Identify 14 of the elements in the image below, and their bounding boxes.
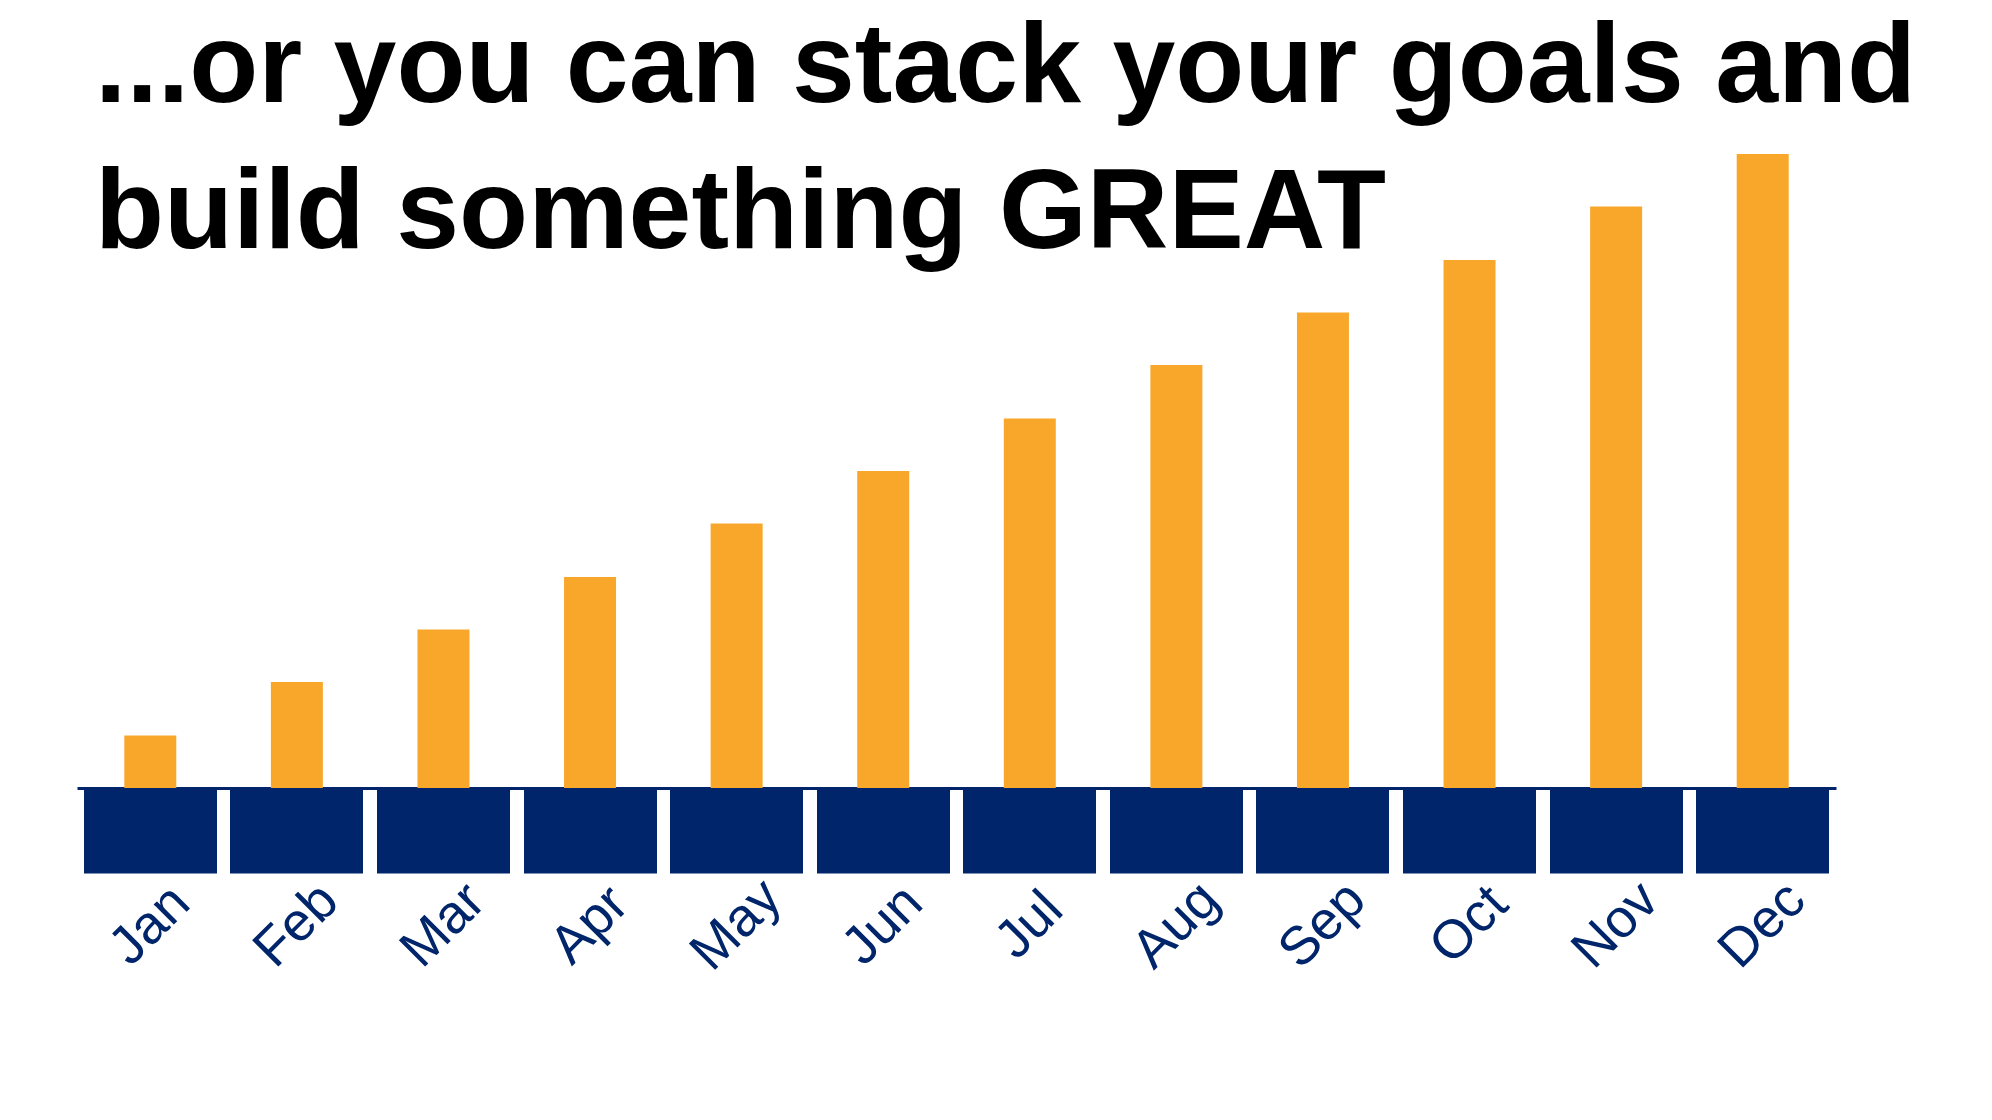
x-tick-label: Jun (829, 871, 934, 976)
chart-title: ...or you can stack your goals and build something GREAT (95, 0, 1917, 272)
x-tick-label: Mar (387, 869, 496, 978)
x-tick-label: Aug (1119, 868, 1230, 979)
bar (124, 735, 177, 788)
x-tick-label: May (677, 866, 792, 981)
x-tick-label: Feb (240, 869, 349, 978)
x-tick-label: Nov (1558, 868, 1670, 979)
x-tick-label: Jul (982, 877, 1074, 969)
x-tick-label: Apr (536, 872, 639, 975)
x-tick-label: Sep (1265, 868, 1377, 979)
x-tick-label: Dec (1705, 868, 1816, 979)
x-tick-label: Jan (96, 871, 201, 976)
x-tick-label: Oct (1416, 872, 1519, 975)
